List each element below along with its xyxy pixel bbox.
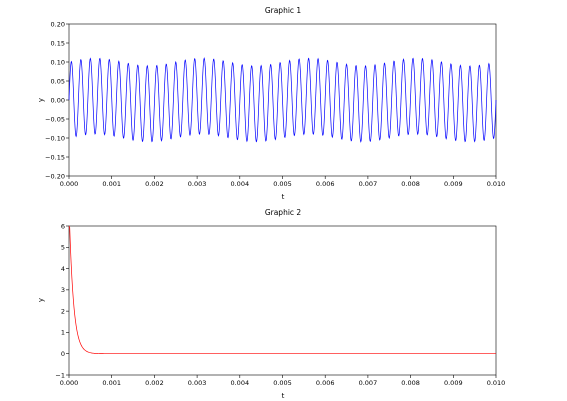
chart-1-y-tick-label: 0.05 xyxy=(51,77,65,85)
chart-2-y-tick-label: 0 xyxy=(61,350,65,358)
chart-1-title: Graphic 1 xyxy=(265,6,302,15)
chart-1: Graphic 1 0.20 0.15 0.10 0.05 0.00 −0.05 −0.10… xyxy=(37,6,505,201)
chart-2-x-tick-label: 0.000 xyxy=(60,379,79,387)
chart-2-plot-frame xyxy=(68,225,497,376)
chart-2-y-tick-label: 6 xyxy=(61,222,65,230)
chart-1-xlabel: t xyxy=(282,193,285,201)
chart-1-x-tick-label: 0.001 xyxy=(102,180,121,188)
chart-2-series-line xyxy=(68,225,496,355)
chart-2-y-tick-label: 1 xyxy=(61,329,65,337)
chart-1-x-tick-label: 0.009 xyxy=(444,180,463,188)
chart-2: Graphic 2 6 5 4 3 2 1 0 −1 0.000 0.001 0.002 0.003… xyxy=(37,208,505,400)
chart-1-x-tick-label: 0.003 xyxy=(188,180,207,188)
chart-2-x-tick-label: 0.003 xyxy=(188,379,207,387)
chart-2-x-tick-label: 0.002 xyxy=(145,379,164,387)
chart-2-y-tick-label: 3 xyxy=(61,286,65,294)
chart-1-x-tick-label: 0.010 xyxy=(487,180,506,188)
chart-1-x-tick-label: 0.008 xyxy=(401,180,420,188)
chart-2-x-axis: 0.000 0.001 0.002 0.003 0.004 0.005 0.006 0.007… xyxy=(60,375,506,387)
chart-1-y-tick-label: 0.15 xyxy=(51,39,65,47)
chart-1-ylabel: y xyxy=(37,98,45,102)
chart-1-y-tick-label: −0.15 xyxy=(45,153,65,161)
chart-2-x-tick-label: 0.004 xyxy=(230,379,249,387)
chart-1-y-tick-label: −0.05 xyxy=(45,115,65,123)
chart-2-xlabel: t xyxy=(282,392,285,400)
chart-2-ylabel: y xyxy=(37,298,45,302)
chart-2-series xyxy=(68,225,496,355)
chart-1-series xyxy=(68,57,497,143)
chart-1-x-axis: 0.000 0.001 0.002 0.003 0.004 0.005 0.006 0.007… xyxy=(60,176,506,188)
chart-1-x-tick-label: 0.004 xyxy=(230,180,249,188)
chart-1-x-tick-label: 0.007 xyxy=(359,180,378,188)
chart-1-series-line xyxy=(68,57,497,143)
chart-2-x-tick-label: 0.005 xyxy=(273,379,292,387)
chart-2-x-tick-label: 0.006 xyxy=(316,379,335,387)
chart-2-x-tick-label: 0.009 xyxy=(444,379,463,387)
chart-2-y-tick-label: 2 xyxy=(61,307,65,315)
chart-2-y-tick-label: −1 xyxy=(55,371,65,379)
chart-2-title: Graphic 2 xyxy=(265,208,302,217)
chart-1-y-tick-label: −0.10 xyxy=(45,134,65,142)
chart-2-x-tick-label: 0.008 xyxy=(401,379,420,387)
chart-2-y-tick-label: 4 xyxy=(61,265,65,273)
chart-1-y-tick-label: 0.00 xyxy=(51,96,65,104)
chart-1-x-tick-label: 0.005 xyxy=(273,180,292,188)
chart-2-x-tick-label: 0.007 xyxy=(359,379,378,387)
chart-1-y-tick-label: 0.10 xyxy=(51,58,65,66)
chart-2-y-tick-label: 5 xyxy=(61,244,65,252)
chart-2-y-axis: 6 5 4 3 2 1 0 −1 xyxy=(55,222,69,379)
chart-2-x-tick-label: 0.010 xyxy=(487,379,506,387)
chart-1-y-axis: 0.20 0.15 0.10 0.05 0.00 −0.05 −0.10 −0.15 −0.20 xyxy=(45,20,69,180)
chart-1-x-tick-label: 0.006 xyxy=(316,180,335,188)
chart-2-x-tick-label: 0.001 xyxy=(102,379,121,387)
chart-1-x-tick-label: 0.000 xyxy=(60,180,79,188)
chart-1-y-tick-label: 0.20 xyxy=(51,20,65,28)
chart-1-x-tick-label: 0.002 xyxy=(145,180,164,188)
chart-1-y-tick-label: −0.20 xyxy=(45,172,65,180)
